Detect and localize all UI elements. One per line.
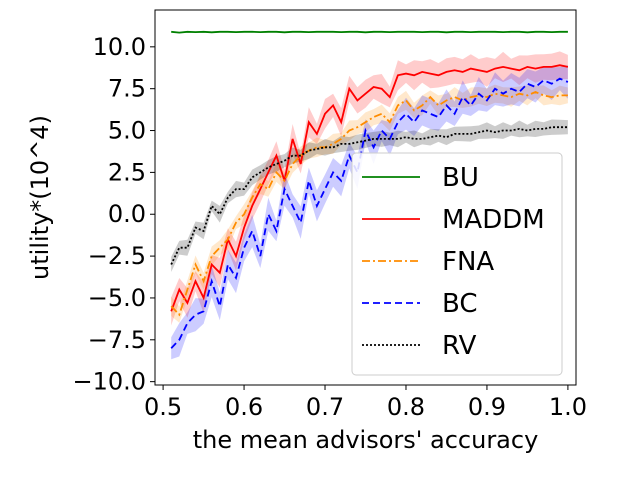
y-axis-label: utility*(10^4) [26,115,54,280]
lines-layer [170,30,569,349]
y-tick-label: 7.5 [108,75,146,103]
y-tick-label: 10.0 [93,33,146,61]
legend: BU MADDM FNA BC RV [351,152,563,376]
y-axis: −10.0 −7.5 −5.0 −2.5 0.0 2.5 5.0 7.5 10.0 [72,33,155,396]
x-tick-label: 1.0 [549,393,587,421]
x-axis: 0.5 0.6 0.7 0.8 0.9 1.0 [144,385,587,421]
series-line-maddm [170,64,569,312]
band-bc [171,65,568,360]
x-tick-label: 0.6 [225,393,263,421]
y-tick-label: 2.5 [108,158,146,186]
legend-box [351,152,563,376]
x-tick-label: 0.8 [387,393,425,421]
series-line-fna [170,91,568,317]
band-rv [171,119,568,272]
legend-label-rv: RV [442,331,477,361]
series-line-bu [171,30,568,34]
legend-label-bc: BC [442,289,478,319]
y-tick-label: 5.0 [108,117,146,145]
plot-frame [154,9,577,386]
band-fna [171,84,568,323]
x-tick-label: 0.9 [468,393,506,421]
legend-label-fna: FNA [442,247,494,277]
legend-label-bu: BU [442,163,479,193]
legend-label-maddm: MADDM [442,205,545,235]
y-tick-label: −2.5 [88,242,146,270]
x-tick-label: 0.5 [144,393,182,421]
y-tick-label: −7.5 [88,326,146,354]
y-tick-label: 0.0 [108,200,146,228]
x-axis-label: the mean advisors' accuracy [193,426,539,454]
y-tick-label: −5.0 [88,284,146,312]
y-tick-label: −10.0 [72,368,146,396]
x-tick-label: 0.7 [306,393,344,421]
series-line-rv [170,126,568,265]
